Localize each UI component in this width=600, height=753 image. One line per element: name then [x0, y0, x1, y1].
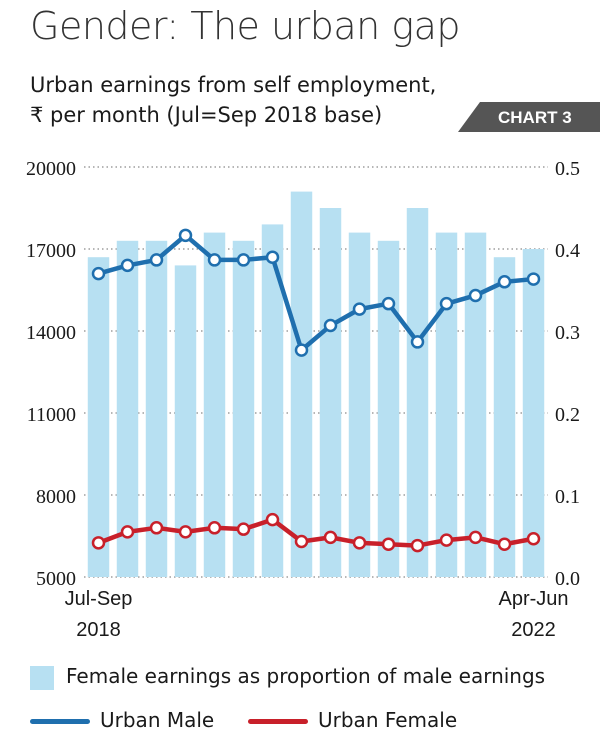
point-female — [468, 530, 483, 545]
badge-label: CHART 3 — [498, 108, 572, 127]
y-left-tick-label: 8000 — [36, 486, 76, 508]
y-left-tick-label: 5000 — [36, 568, 76, 590]
point-female — [497, 537, 512, 551]
point-male — [207, 253, 222, 267]
bar — [87, 257, 110, 577]
legend-bar-swatch — [30, 666, 54, 690]
point-female — [91, 536, 106, 550]
badge-shape — [458, 102, 600, 132]
point-male — [265, 250, 280, 264]
bar — [522, 249, 545, 577]
legend-female-label: Urban Female — [318, 708, 458, 732]
point-male — [381, 296, 396, 311]
point-female — [410, 538, 425, 553]
bar — [406, 208, 429, 577]
point-male — [91, 266, 106, 281]
point-female — [149, 521, 164, 535]
point-female — [526, 531, 541, 546]
bar — [319, 208, 342, 577]
line-male — [96, 233, 536, 353]
point-female — [294, 534, 309, 549]
y-left-tick-label: 17000 — [26, 240, 76, 262]
y-left-tick-label: 11000 — [27, 404, 76, 426]
point-male — [149, 253, 164, 267]
bar — [203, 232, 226, 577]
point-male — [323, 318, 338, 333]
x-tick-label: Jul-Sep — [65, 588, 133, 610]
bar — [174, 265, 197, 577]
subtitle-line-1: Urban earnings from self employment, — [30, 73, 437, 97]
point-male — [410, 335, 425, 349]
legend-male-label: Urban Male — [100, 708, 215, 732]
x-tick-label: Apr-Jun — [498, 588, 568, 610]
subtitle-line-2: ₹ per month (Jul=Sep 2018 base) — [30, 103, 383, 127]
point-female — [352, 536, 367, 550]
point-male — [526, 272, 541, 286]
point-male — [120, 258, 135, 273]
point-male — [178, 228, 193, 243]
point-female — [207, 521, 222, 535]
legend: Female earnings as proportion of male ea… — [0, 648, 600, 748]
y-right-tick-label: 0.5 — [555, 158, 580, 180]
chart-subtitle: Urban earnings from self employment, ₹ p… — [30, 70, 436, 130]
point-female — [439, 533, 454, 547]
bar — [435, 232, 458, 577]
point-female — [236, 522, 251, 536]
bar — [348, 232, 371, 577]
legend-female-swatch — [248, 719, 308, 724]
bar — [116, 240, 139, 578]
point-male — [439, 296, 454, 311]
chart-canvas: 20000 17000 14000 11000 8000 5000 0.5 0.4 0.3 0.2… — [26, 158, 580, 641]
y-right-tick-label: 0.3 — [555, 322, 580, 344]
point-female — [381, 537, 396, 551]
bar — [464, 232, 487, 577]
y-left-tick-label: 20000 — [26, 158, 76, 180]
x-tick-label-year: 2022 — [511, 619, 556, 641]
y-right-tick-label: 0.4 — [555, 240, 580, 262]
point-female — [178, 525, 193, 539]
chart-number-badge: CHART 3 — [458, 102, 600, 132]
chart-title: Gender: The urban gap — [30, 4, 461, 48]
line-female — [96, 517, 536, 548]
y-right-tick-label: 0.1 — [555, 486, 580, 508]
legend-bar-label: Female earnings as proportion of male ea… — [66, 664, 546, 688]
bar — [377, 240, 400, 578]
bar — [261, 224, 284, 577]
y-right-tick-label: 0.2 — [555, 404, 580, 426]
legend-male-swatch — [30, 719, 90, 724]
point-male — [352, 302, 367, 316]
point-male — [236, 253, 251, 267]
y-left-tick-label: 14000 — [26, 322, 76, 344]
bar — [290, 191, 313, 577]
y-right-tick-label: 0.0 — [555, 568, 580, 590]
point-female — [120, 525, 135, 539]
point-female — [323, 530, 338, 545]
point-female — [265, 512, 280, 527]
bar — [493, 257, 516, 577]
point-male — [294, 343, 309, 357]
point-male — [468, 288, 483, 303]
x-tick-label-year: 2018 — [76, 619, 121, 641]
bar — [232, 240, 255, 578]
bar — [145, 240, 168, 578]
point-male — [497, 275, 512, 289]
